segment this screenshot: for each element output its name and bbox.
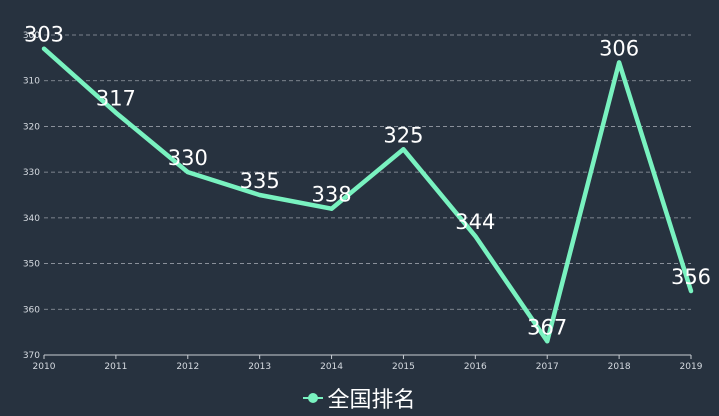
y-tick-label: 300	[23, 31, 40, 41]
y-tick-label: 340	[23, 214, 40, 224]
x-tick-label: 2019	[680, 362, 703, 372]
data-label: 306	[599, 36, 639, 60]
data-label: 367	[527, 315, 567, 339]
legend-item[interactable]: 全国排名	[303, 382, 416, 414]
legend[interactable]: 全国排名	[0, 382, 719, 414]
data-point[interactable]	[42, 46, 46, 51]
data-point[interactable]	[113, 110, 118, 115]
x-tick-label: 2014	[320, 362, 343, 372]
legend-line-marker-icon	[303, 391, 324, 405]
y-tick-label: 330	[23, 168, 40, 178]
data-label: 335	[240, 169, 280, 193]
data-label: 317	[96, 87, 136, 111]
legend-label: 全国排名	[327, 388, 416, 413]
data-label: 303	[24, 23, 64, 47]
y-tick-label: 350	[23, 260, 40, 270]
x-tick-label: 2015	[392, 362, 415, 372]
data-label: 344	[455, 210, 495, 234]
data-point[interactable]	[617, 60, 622, 65]
x-tick-label: 2017	[536, 362, 559, 372]
data-point[interactable]	[329, 206, 334, 211]
y-tick-label: 310	[23, 77, 40, 87]
data-point[interactable]	[473, 234, 478, 239]
data-label: 356	[671, 265, 711, 289]
data-point[interactable]	[257, 193, 262, 197]
x-tick-label: 2010	[33, 362, 56, 372]
data-label: 338	[312, 183, 352, 207]
series-line	[41, 46, 694, 344]
x-tick-label: 2018	[608, 362, 631, 372]
y-tick-label: 370	[23, 351, 40, 361]
y-tick-label: 320	[23, 122, 40, 132]
data-point[interactable]	[545, 339, 550, 344]
data-label: 330	[168, 146, 208, 170]
data-label: 325	[383, 123, 423, 147]
data-point[interactable]	[689, 289, 693, 293]
x-tick-label: 2012	[176, 362, 199, 372]
data-point[interactable]	[185, 170, 190, 175]
x-tick-label: 2016	[464, 362, 487, 372]
x-tick-label: 2011	[104, 362, 127, 372]
y-tick-label: 360	[23, 305, 40, 315]
x-tick-label: 2013	[248, 362, 271, 372]
data-point[interactable]	[401, 147, 406, 152]
